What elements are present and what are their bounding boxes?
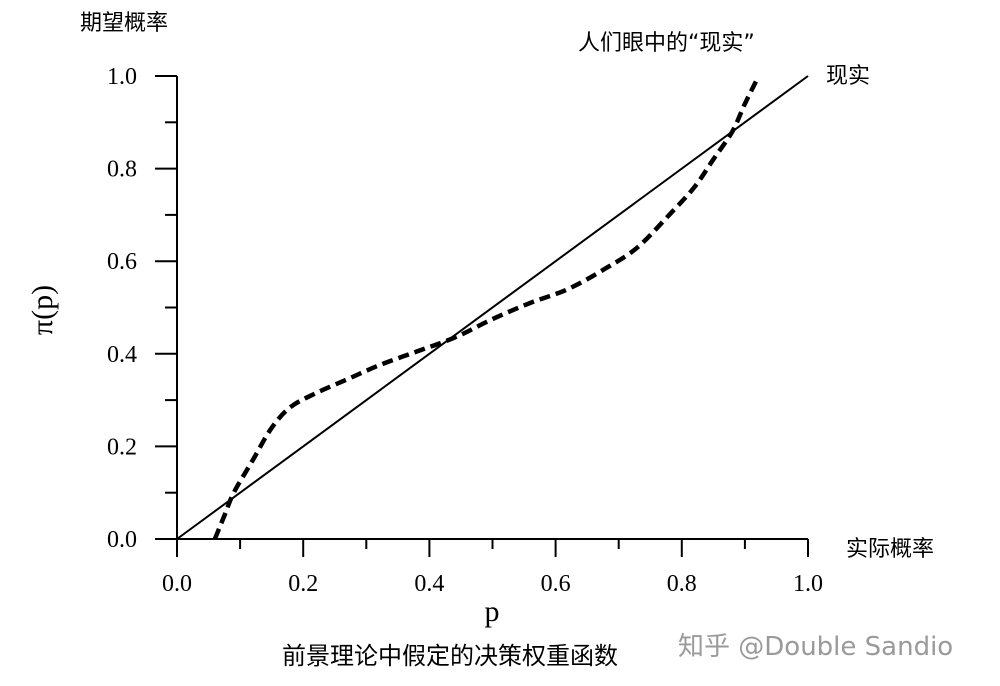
y-tick-label: 0.4	[107, 342, 137, 368]
x-tick-label: 0.2	[288, 571, 318, 597]
x-ticks: 0.0 0.2 0.4 0.6 0.8 1.0	[162, 539, 823, 597]
x-axis-caption: 实际概率	[846, 537, 934, 562]
y-tick-label: 1.0	[107, 64, 137, 90]
y-axis-label: π(p)	[26, 285, 59, 335]
y-ticks: 0.0 0.2 0.4 0.6 0.8 1.0	[107, 64, 177, 553]
x-tick-label: 1.0	[793, 571, 823, 597]
y-tick-label: 0.6	[107, 249, 137, 275]
series-line-perceived-reality	[212, 77, 760, 540]
series-line-reality	[176, 75, 809, 540]
y-tick-label: 0.0	[107, 527, 137, 553]
figure-caption: 前景理论中假定的决策权重函数	[282, 642, 618, 670]
series-label-reality: 现实	[826, 64, 870, 89]
x-tick-label: 0.6	[541, 571, 571, 597]
x-tick-label: 0.8	[667, 571, 697, 597]
y-axis-caption: 期望概率	[80, 11, 168, 36]
x-tick-label: 0.0	[162, 571, 192, 597]
y-tick-label: 0.2	[107, 434, 137, 460]
y-tick-label: 0.8	[107, 157, 137, 183]
watermark: 知乎 @Double Sandio	[678, 632, 953, 662]
x-tick-label: 0.4	[414, 571, 444, 597]
x-axis-label: p	[485, 595, 500, 628]
series-label-perceived-reality: 人们眼中的“现实”	[578, 31, 755, 56]
